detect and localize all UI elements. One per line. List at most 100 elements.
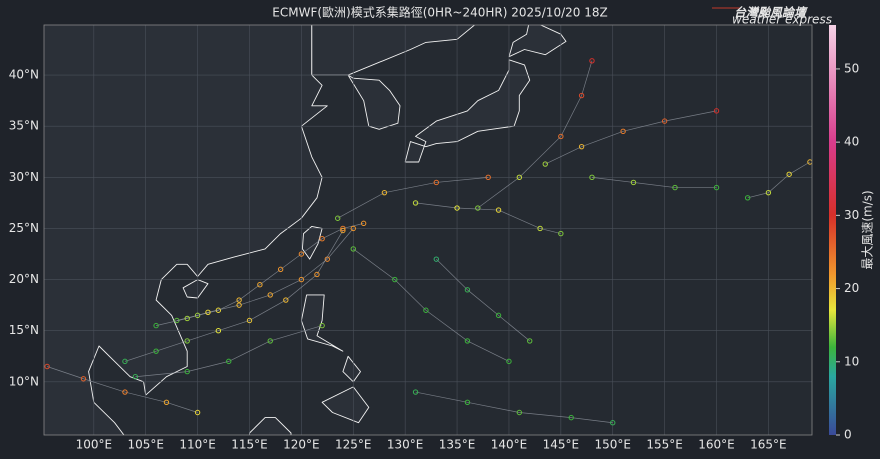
x-tick-label: 125°E <box>335 438 372 452</box>
track-point <box>464 287 471 293</box>
track-point <box>713 184 720 191</box>
track-point <box>184 315 190 322</box>
track-point <box>122 389 128 395</box>
x-tick-label: 145°E <box>543 438 580 452</box>
track-point <box>163 399 170 405</box>
track-point <box>246 317 253 324</box>
track-point <box>589 58 595 64</box>
track-point <box>464 338 471 344</box>
x-tick-label: 105°E <box>127 438 164 452</box>
track-point <box>381 189 388 196</box>
track-point <box>194 409 201 416</box>
track-line <box>545 110 717 165</box>
track-point <box>215 328 222 334</box>
coastline <box>249 417 292 435</box>
track-point <box>516 174 523 181</box>
track-point <box>184 368 190 375</box>
colorbar-tick-label: 10 <box>844 354 859 368</box>
track-point <box>360 220 367 227</box>
track-line <box>156 228 354 326</box>
y-tick-label: 30°N <box>9 170 39 184</box>
colorbar-label: 最大風速(m/s) <box>861 190 875 269</box>
x-tick-label: 140°E <box>491 438 528 452</box>
x-tick-label: 160°E <box>698 438 735 452</box>
track-line <box>436 258 530 342</box>
track-point <box>630 179 637 186</box>
colorbar-tick-label: 50 <box>844 61 859 75</box>
track-point <box>298 276 305 283</box>
y-tick-label: 35°N <box>9 119 39 133</box>
logo-title: 台灣颱風論壇 <box>734 6 808 20</box>
track-line <box>591 176 717 188</box>
track-point <box>454 205 460 211</box>
track-line <box>415 391 613 424</box>
track-point <box>236 302 242 308</box>
track-point <box>672 184 678 191</box>
track-point <box>620 128 626 135</box>
track-point <box>350 246 356 252</box>
track-point <box>132 374 139 380</box>
x-tick-label: 130°E <box>387 438 424 452</box>
track-point <box>506 358 512 365</box>
x-tick-label: 115°E <box>231 438 268 452</box>
track-point <box>807 159 812 165</box>
track-point <box>485 174 491 181</box>
track-line <box>747 161 811 199</box>
track-point <box>713 108 720 114</box>
tracks <box>44 58 812 426</box>
track-point <box>558 133 564 140</box>
track-point <box>194 312 201 319</box>
track-point <box>516 409 523 416</box>
track-point <box>184 338 190 344</box>
track-point <box>610 420 616 426</box>
track-line <box>477 60 593 209</box>
track-point <box>527 338 533 344</box>
y-tick-label: 25°N <box>9 221 39 235</box>
colorbar-tick-label: 40 <box>844 135 859 149</box>
track-point <box>267 292 273 298</box>
track-point <box>153 322 159 329</box>
track-line <box>135 325 323 378</box>
x-tick-label: 100°E <box>76 438 113 452</box>
track-point <box>578 92 585 99</box>
track-point <box>412 389 419 395</box>
track-point <box>412 200 419 206</box>
track-point <box>423 307 429 313</box>
track-point <box>319 235 325 242</box>
track-point <box>475 205 481 211</box>
track-point <box>226 358 232 365</box>
x-tick-label: 155°E <box>646 438 683 452</box>
track-line <box>353 248 510 362</box>
track-point <box>661 118 668 124</box>
coastline <box>311 25 476 130</box>
x-tick-label: 165°E <box>750 438 787 452</box>
track-point <box>786 171 792 177</box>
track-point <box>495 312 502 319</box>
track-line <box>47 366 198 413</box>
track-point <box>44 363 50 370</box>
track-point <box>433 256 440 262</box>
track-point <box>350 225 356 232</box>
track-point <box>153 348 159 354</box>
track-point <box>578 143 585 150</box>
track-point <box>464 399 471 405</box>
x-tick-label: 135°E <box>439 438 476 452</box>
track-point <box>537 225 543 232</box>
x-tick-label: 120°E <box>283 438 320 452</box>
track-point <box>314 271 320 278</box>
track-point <box>765 189 772 196</box>
coastline <box>321 386 370 424</box>
coastlines <box>44 25 567 435</box>
colorbar-tick-label: 0 <box>844 428 852 442</box>
track-point <box>319 322 325 329</box>
logo-subtitle: weather express <box>732 13 832 27</box>
colorbar-tick-label: 20 <box>844 281 859 295</box>
track-point <box>80 376 87 382</box>
coastline <box>182 279 209 299</box>
y-tick-label: 10°N <box>9 374 39 388</box>
track-line <box>176 223 364 321</box>
track-point <box>433 179 440 186</box>
x-tick-label: 150°E <box>594 438 631 452</box>
y-tick-label: 15°N <box>9 323 39 337</box>
